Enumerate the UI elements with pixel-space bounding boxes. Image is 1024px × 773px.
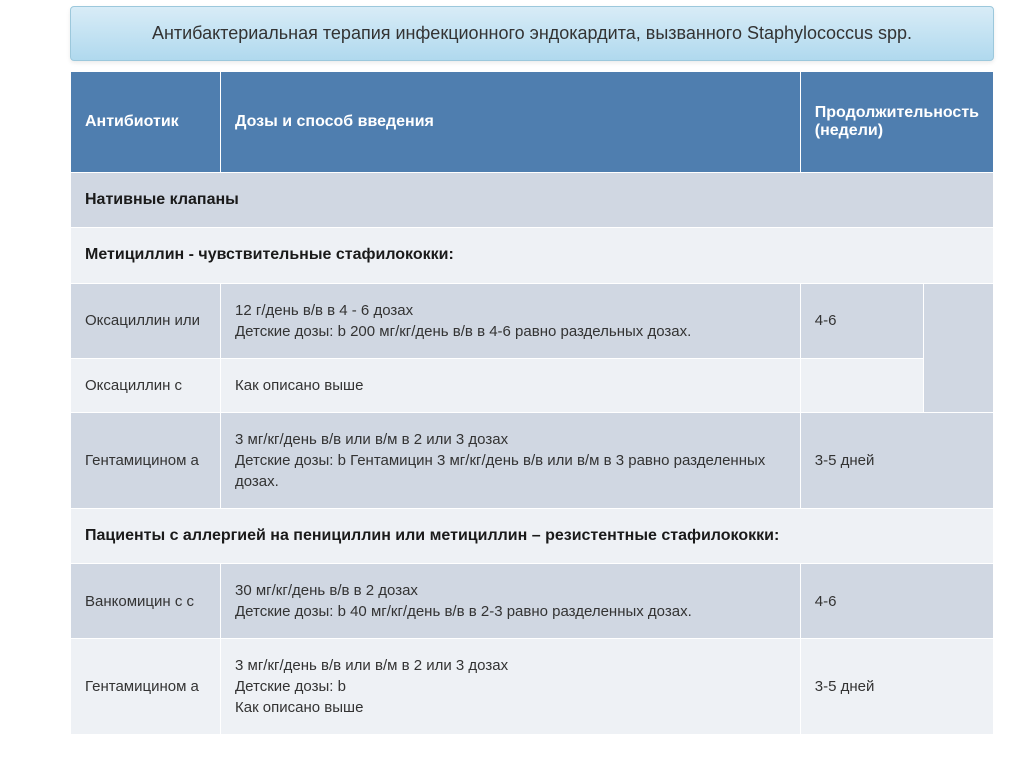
- cell-dose: 30 мг/кг/день в/в в 2 дозахДетские дозы:…: [221, 564, 801, 639]
- table-row: Оксациллин с Как описано выше: [71, 358, 994, 412]
- table-row: Гентамицином a 3 мг/кг/день в/в или в/м …: [71, 639, 994, 735]
- cell-antibiotic: Оксациллин или: [71, 283, 221, 358]
- title-bar: Антибактериальная терапия инфекционного …: [70, 6, 994, 61]
- cell-duration: 4-6: [800, 283, 923, 358]
- header-duration: Продолжительность (недели): [800, 72, 993, 173]
- page-title: Антибактериальная терапия инфекционного …: [111, 23, 953, 44]
- subsection-label: Метициллин - чувствительные стафилококки…: [71, 228, 994, 283]
- cell-duration: 3-5 дней: [800, 639, 993, 735]
- table-row: Ванкомицин c с 30 мг/кг/день в/в в 2 доз…: [71, 564, 994, 639]
- cell-antibiotic: Гентамицином a: [71, 639, 221, 735]
- subsection-label: Пациенты с аллергией на пенициллин или м…: [71, 508, 994, 563]
- cell-duration: [800, 358, 923, 412]
- subsection-penicillin-allergy: Пациенты с аллергией на пенициллин или м…: [71, 508, 994, 563]
- cell-antibiotic: Оксациллин с: [71, 358, 221, 412]
- cell-dose: 12 г/день в/в в 4 - 6 дозахДетские дозы:…: [221, 283, 801, 358]
- table-row: Гентамицином a 3 мг/кг/день в/в или в/м …: [71, 412, 994, 508]
- header-antibiotic: Антибиотик: [71, 72, 221, 173]
- cell-duration: 3-5 дней: [800, 412, 993, 508]
- cell-antibiotic: Ванкомицин c с: [71, 564, 221, 639]
- cell-antibiotic: Гентамицином a: [71, 412, 221, 508]
- table-row: Оксациллин или 12 г/день в/в в 4 - 6 доз…: [71, 283, 994, 358]
- cell-dose: 3 мг/кг/день в/в или в/м в 2 или 3 дозах…: [221, 412, 801, 508]
- cell-merged-spacer: [923, 283, 993, 412]
- section-native-valves: Нативные клапаны: [71, 173, 994, 228]
- subsection-methicillin: Метициллин - чувствительные стафилококки…: [71, 228, 994, 283]
- therapy-table: Антибиотик Дозы и способ введения Продол…: [70, 71, 994, 735]
- table-header-row: Антибиотик Дозы и способ введения Продол…: [71, 72, 994, 173]
- section-label: Нативные клапаны: [71, 173, 994, 228]
- cell-dose: 3 мг/кг/день в/в или в/м в 2 или 3 дозах…: [221, 639, 801, 735]
- cell-dose: Как описано выше: [221, 358, 801, 412]
- header-dose: Дозы и способ введения: [221, 72, 801, 173]
- cell-duration: 4-6: [800, 564, 993, 639]
